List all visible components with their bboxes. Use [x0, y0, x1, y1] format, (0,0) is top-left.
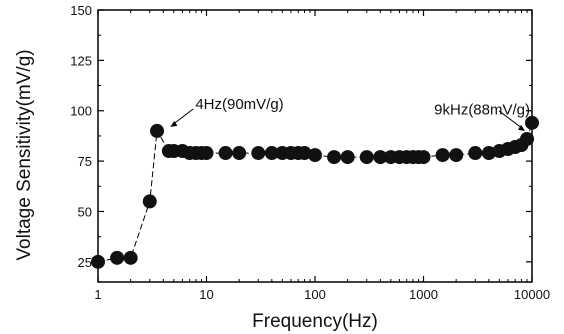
data-point: [468, 146, 483, 161]
annotation-label: 9kHz(88mV/g): [434, 102, 530, 119]
y-tick-label: 50: [78, 204, 92, 219]
data-point: [449, 148, 464, 163]
y-tick-label: 100: [70, 104, 92, 119]
x-tick-label: 1000: [409, 287, 438, 302]
x-axis-title: Frequency(Hz): [252, 311, 378, 332]
data-point: [359, 150, 374, 165]
y-tick-label: 25: [78, 255, 92, 270]
data-point: [251, 146, 266, 161]
data-point: [199, 146, 214, 161]
annotations: 4Hz(90mV/g) 9kHz(88mV/g): [170, 96, 530, 131]
series-line: [97, 122, 533, 263]
data-point: [264, 146, 279, 161]
y-axis: 25 50 75 100 125 150: [70, 3, 532, 270]
data-point: [110, 250, 125, 265]
data-point: [123, 250, 138, 265]
annotation-arrow: [498, 110, 524, 130]
annotation-arrowhead: [170, 120, 178, 127]
x-axis: 1 10 100 1000 10000: [94, 10, 550, 302]
data-point: [416, 150, 431, 165]
x-tick-label: 100: [304, 287, 326, 302]
x-tick-label: 10: [199, 287, 213, 302]
data-point: [525, 115, 539, 130]
data-points: [91, 115, 539, 269]
data-point: [481, 146, 496, 161]
data-point: [232, 146, 247, 161]
data-point: [150, 123, 165, 138]
y-axis-title: Voltage Sensitivity(mV/g): [14, 49, 35, 260]
y-tick-label: 125: [70, 53, 92, 68]
data-point: [435, 148, 450, 163]
data-point: [91, 254, 105, 269]
data-point: [340, 150, 355, 165]
data-point: [142, 194, 157, 209]
y-tick-label: 75: [78, 154, 92, 169]
data-point: [308, 148, 322, 163]
x-tick-label: 10000: [514, 287, 550, 302]
annotation-arrow: [172, 108, 194, 126]
data-point: [373, 150, 388, 165]
annotation-arrowhead: [518, 124, 526, 131]
plot-frame: [97, 9, 533, 283]
y-tick-label: 150: [70, 3, 92, 18]
data-point: [297, 146, 312, 161]
data-point: [327, 150, 342, 165]
data-point: [218, 146, 233, 161]
data-point: [520, 131, 535, 146]
annotation-label: 4Hz(90mV/g): [195, 96, 283, 113]
x-tick-label: 1: [94, 287, 101, 302]
